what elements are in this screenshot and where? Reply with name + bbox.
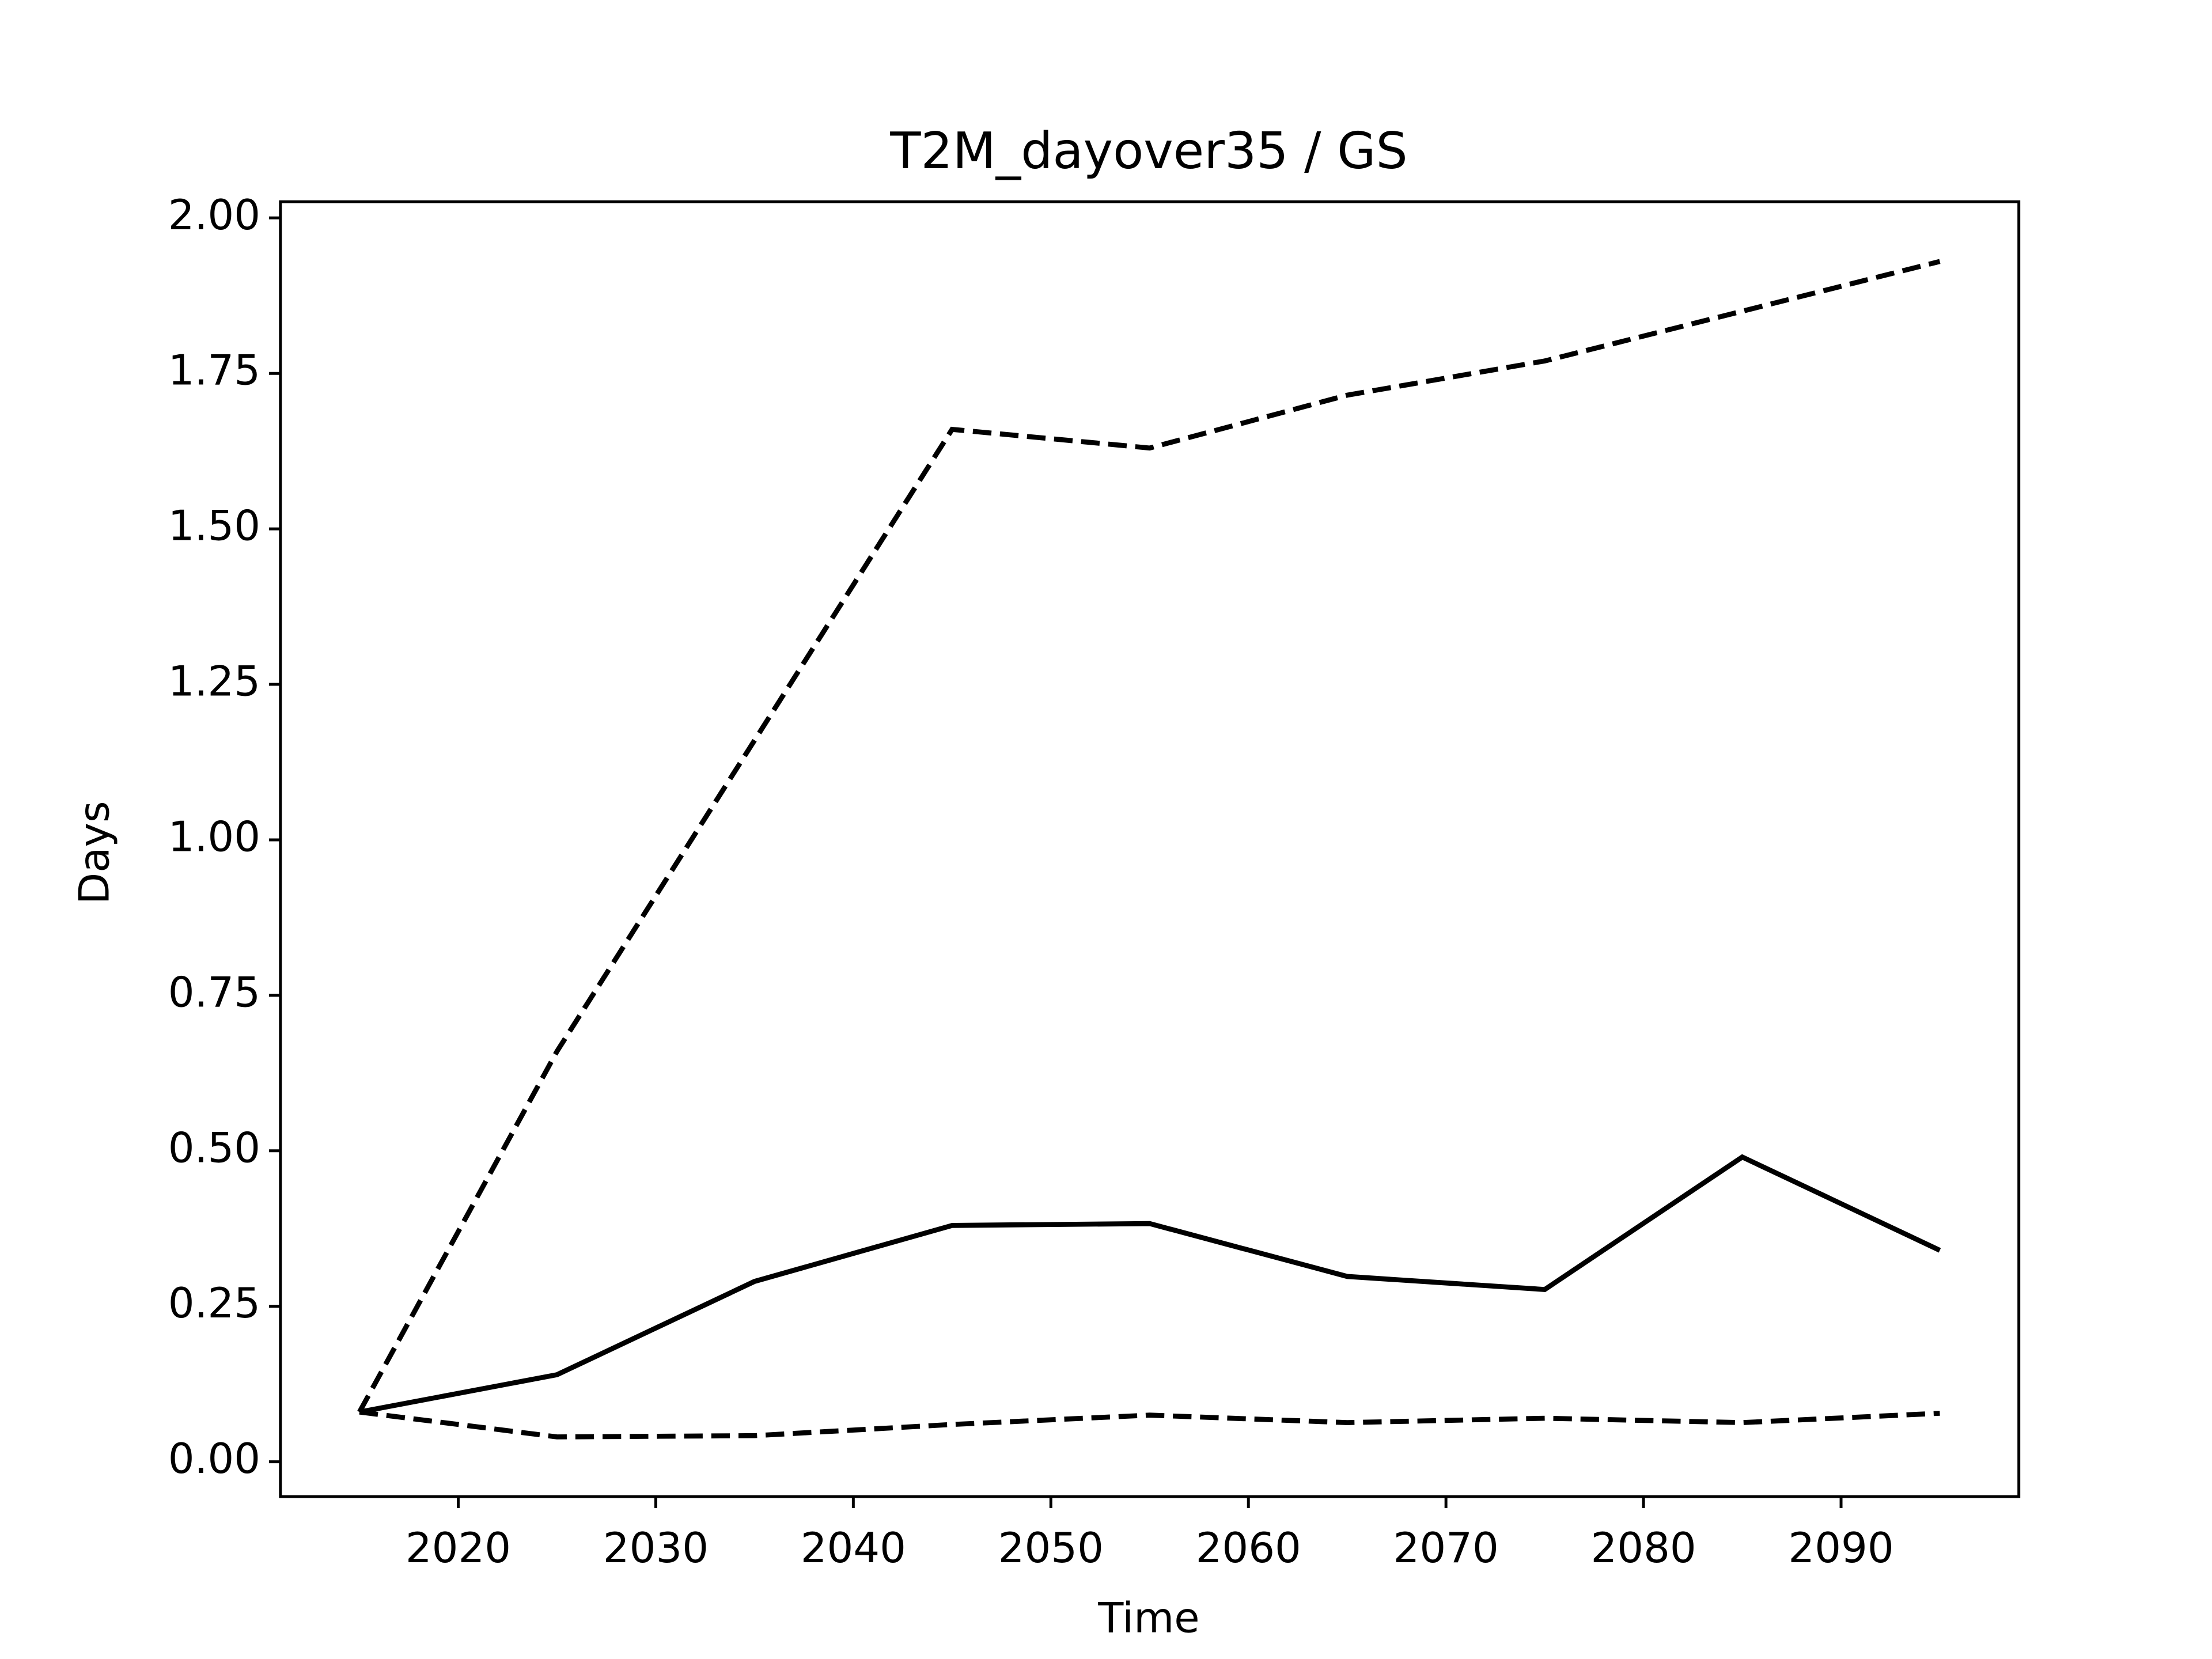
x-tick-label: 2070 (1393, 1524, 1499, 1572)
chart-title: T2M_dayover35 / GS (889, 122, 1407, 180)
y-tick-label: 1.50 (168, 502, 260, 550)
series-line (357, 259, 1941, 1414)
x-tick-label: 2030 (603, 1524, 709, 1572)
x-tick-label: 2020 (406, 1524, 511, 1572)
x-tick-label: 2090 (1788, 1524, 1893, 1572)
plot-frame (279, 200, 2021, 1498)
y-tick-label: 0.50 (168, 1123, 260, 1172)
y-axis-label: Days (70, 801, 118, 904)
x-axis-label: Time (1097, 1594, 1199, 1642)
y-tick-label: 1.25 (168, 657, 260, 706)
x-tick-label: 2080 (1590, 1524, 1696, 1572)
series-line (359, 1154, 1941, 1415)
y-tick-label: 0.25 (168, 1279, 260, 1327)
x-tick-label: 2060 (1196, 1524, 1301, 1572)
y-tick-label: 1.75 (168, 346, 260, 395)
series-line (359, 1409, 1940, 1440)
x-tick-label: 2040 (801, 1524, 906, 1572)
x-tick-label: 2050 (998, 1524, 1104, 1572)
y-tick-label: 0.00 (168, 1434, 260, 1483)
y-tick-label: 0.75 (168, 968, 260, 1016)
y-tick-label: 2.00 (168, 191, 260, 239)
y-tick-label: 1.00 (168, 812, 260, 861)
